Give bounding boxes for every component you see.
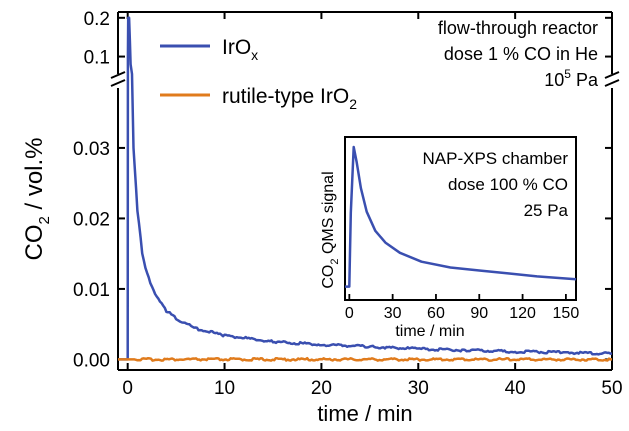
y-tick-label: 0.00 [73,350,110,371]
inset-title-line-1: NAP-XPS chamber [423,149,569,168]
inset-chart: 0 30 60 90 120 150 NAP-XPS chamber dose 100 %… [320,136,579,340]
annotation-line-3: 105 Pa [544,67,599,90]
inset-x-axis-label: time / min [395,323,464,340]
legend: IrOx rutile-type IrO2 [160,36,357,112]
annotation-line-1: flow-through reactor [438,18,598,38]
x-axis-label: time / min [317,401,412,426]
reactor-annotation: flow-through reactor dose 1 % CO in He 1… [438,18,599,90]
inset-axis-ticks: 0 30 60 90 120 150 [345,294,579,322]
series-line-rutile [118,356,612,362]
main-series-group [118,16,613,362]
inset-series-group [345,145,577,288]
x-tick-label: 10 [214,378,235,399]
inset-frame [344,136,577,301]
inset-series-line [345,145,577,288]
legend-label-rutile: rutile-type IrO2 [222,85,357,112]
inset-title-line-2: dose 100 % CO [448,175,568,194]
y-tick-label: 0.01 [73,280,110,301]
x-tick-label: 0 [122,378,133,399]
y-tick-label: 0.02 [73,209,110,230]
y-axis-label: CO2 / vol.% [21,137,53,260]
inset-x-tick-label: 60 [427,305,445,322]
x-tick-label: 20 [311,378,332,399]
y-tick-label: 0.03 [73,139,110,160]
inset-x-tick-label: 120 [509,305,536,322]
inset-title-line-3: 25 Pa [524,201,569,220]
axis-break-left [110,71,126,87]
main-chart: 0 10 20 30 40 50 0.00 0.01 0.02 0.03 0.1 0.2 time /… [21,9,623,426]
x-tick-label: 30 [408,378,429,399]
legend-label-irox: IrOx [222,36,258,63]
axis-break-right [604,71,620,87]
inset-x-tick-label: 90 [470,305,488,322]
y-tick-label-upper: 0.1 [84,48,110,69]
inset-y-axis-label: CO2 QMS signal [320,171,341,288]
y-tick-label-upper: 0.2 [84,9,110,30]
series-line-irox [118,16,613,361]
x-tick-label: 50 [601,378,622,399]
inset-x-tick-label: 0 [345,305,354,322]
annotation-line-2: dose 1 % CO in He [444,44,598,64]
main-axis-ticks: 0 10 20 30 40 50 0.00 0.01 0.02 0.03 0.1 0.2 [73,9,623,399]
inset-x-tick-label: 150 [553,305,580,322]
inset-x-tick-label: 30 [384,305,402,322]
x-tick-label: 40 [505,378,526,399]
